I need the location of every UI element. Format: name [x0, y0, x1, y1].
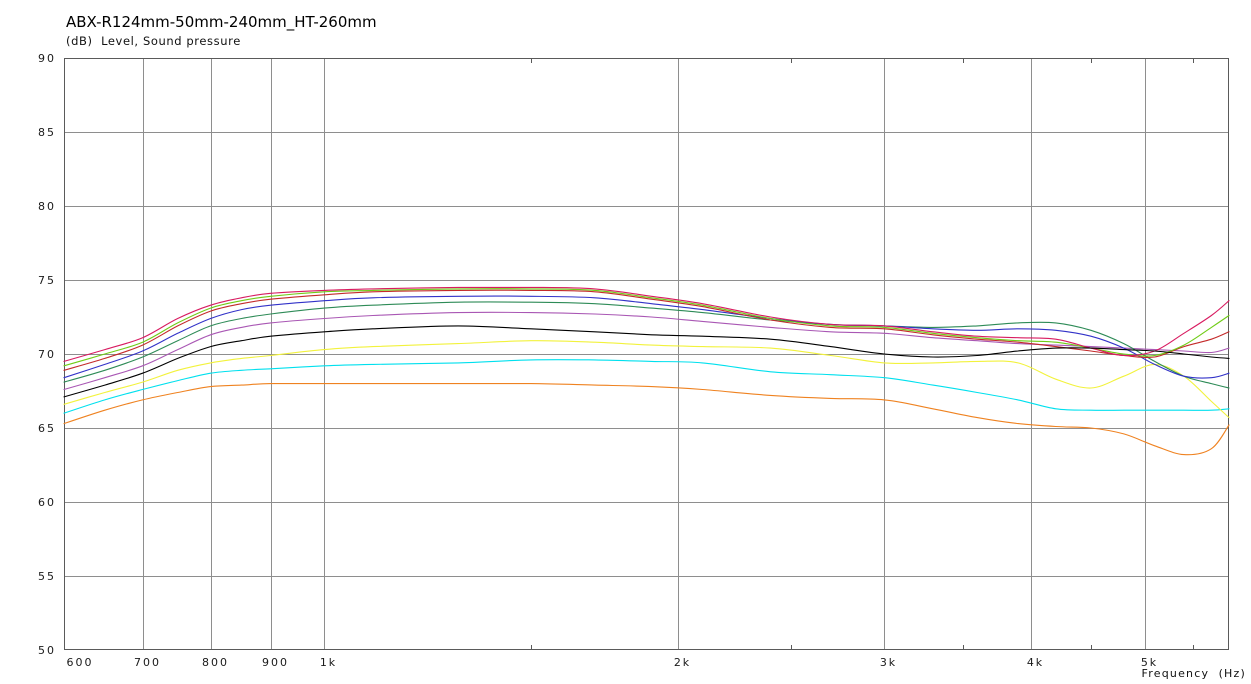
y-tick-label: 60	[38, 496, 56, 509]
series-black	[63, 325, 1230, 398]
series-cyan	[63, 359, 1230, 414]
x-tick-label: 4k	[1027, 656, 1044, 669]
chart-title: ABX-R124mm-50mm-240mm_HT-260mm	[66, 13, 377, 31]
y-tick-label: 70	[38, 348, 56, 361]
y-tick-label: 90	[38, 52, 56, 65]
x-tick-label: 3k	[880, 656, 897, 669]
y-tick-label: 85	[38, 126, 56, 139]
chart-subtitle: (dB) Level, Sound pressure	[66, 34, 241, 48]
series-dark-green	[63, 301, 1230, 389]
x-tick-label: 1k	[320, 656, 337, 669]
series-magenta	[63, 286, 1230, 362]
y-tick-label: 75	[38, 274, 56, 287]
series-purple	[63, 311, 1230, 391]
y-tick-label: 80	[38, 200, 56, 213]
y-tick-label: 55	[38, 570, 56, 583]
series-blue	[63, 295, 1230, 379]
x-tick-label: 600	[67, 656, 94, 669]
y-tick-label: 65	[38, 422, 56, 435]
x-tick-label: 700	[134, 656, 161, 669]
y-tick-label: 50	[38, 644, 56, 657]
series-orange	[63, 382, 1230, 456]
plot-border	[64, 58, 1229, 650]
series-yellow	[63, 340, 1230, 419]
x-axis-label: Frequency (Hz)	[1141, 667, 1246, 680]
x-tick-label: 5k	[1141, 656, 1158, 669]
x-tick-label: 2k	[674, 656, 691, 669]
x-tick-label: 900	[262, 656, 289, 669]
x-tick-label: 800	[202, 656, 229, 669]
series-light-green	[63, 288, 1230, 367]
